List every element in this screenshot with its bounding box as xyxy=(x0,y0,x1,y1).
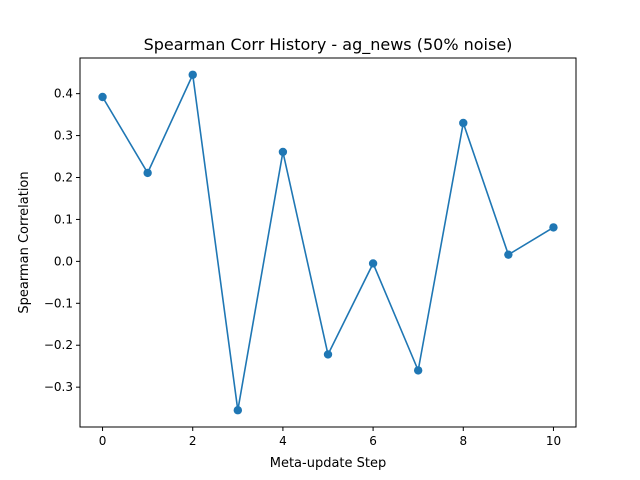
y-tick-label: 0.2 xyxy=(54,171,73,185)
y-tick-label: −0.3 xyxy=(44,380,73,394)
x-tick-label: 2 xyxy=(189,434,197,448)
y-tick-label: 0.4 xyxy=(54,87,73,101)
y-tick-label: 0.1 xyxy=(54,212,73,226)
y-tick-label: 0.3 xyxy=(54,129,73,143)
data-point xyxy=(143,168,152,178)
x-tick-label: 10 xyxy=(546,434,561,448)
x-tick-label: 0 xyxy=(99,434,107,448)
data-point xyxy=(233,406,243,415)
x-tick-label: 6 xyxy=(369,434,377,448)
data-point xyxy=(278,147,288,157)
chart-title: Spearman Corr History - ag_news (50% noi… xyxy=(144,35,513,55)
data-point xyxy=(504,250,513,259)
x-tick-label: 4 xyxy=(279,434,287,448)
x-tick-label: 8 xyxy=(459,434,467,448)
x-axis: 0 2 4 6 8 10 xyxy=(99,427,561,448)
y-tick-label: −0.1 xyxy=(44,296,73,310)
plot-area xyxy=(79,57,577,428)
data-point xyxy=(323,350,333,359)
y-axis-label: Spearman Correlation xyxy=(17,171,32,313)
y-tick-label: 0.0 xyxy=(54,254,73,268)
series-line xyxy=(101,71,554,411)
data-point xyxy=(188,70,197,79)
y-tick-label: −0.2 xyxy=(44,338,73,352)
data-point xyxy=(368,259,378,268)
data-point xyxy=(459,118,468,128)
data-point xyxy=(549,223,558,232)
y-axis: −0.3 −0.2 −0.1 0.0 0.1 0.2 0.3 0.4 xyxy=(44,87,80,394)
data-point xyxy=(98,92,107,102)
series-layer xyxy=(98,70,558,415)
data-point xyxy=(413,366,423,375)
x-axis-label: Meta-update Step xyxy=(270,456,387,471)
